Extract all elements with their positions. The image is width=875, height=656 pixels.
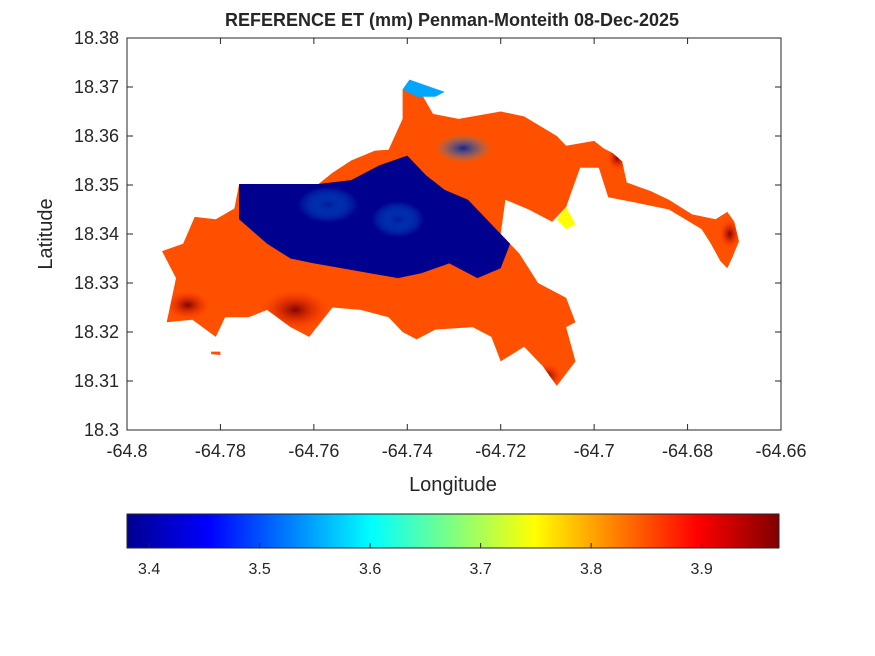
colorbar-tick-label: 3.4 [138,561,160,578]
x-tick-label: -64.76 [288,441,339,461]
x-tick-label: -64.72 [475,441,526,461]
y-tick-label: 18.35 [74,175,119,195]
colorbar-gradient [126,513,780,549]
y-tick-label: 18.33 [74,273,119,293]
et-texture-2 [165,291,210,319]
x-tick-label: -64.7 [574,441,615,461]
colorbar-ticks: 3.4 3.5 3.6 3.7 3.8 3.9 [138,543,713,578]
y-tick-label: 18.37 [74,77,119,97]
y-tick-label: 18.36 [74,126,119,146]
x-tick-label: -64.78 [195,441,246,461]
et-region-3 [402,79,445,97]
x-tick-label: -64.74 [382,441,433,461]
x-axis-label: Longitude [409,474,497,496]
y-tick-label: 18.34 [74,224,119,244]
x-tick-label: -64.68 [662,441,713,461]
colorbar-tick-label: 3.8 [580,561,602,578]
y-tick-label: 18.38 [74,28,119,48]
et-region-4 [556,207,576,230]
x-axis-ticks: -64.8 -64.78 -64.76 -64.74 -64.72 -64.7 -64.68… [106,38,807,461]
et-texture-7 [435,134,492,163]
map-title: REFERENCE ET (mm) Penman-Monteith 08-Dec… [225,10,679,30]
et-texture-8 [371,201,424,238]
colorbar-tick-label: 3.5 [248,561,270,578]
colorbar: 3.4 3.5 3.6 3.7 3.8 3.9 [126,513,780,578]
et-region-5 [211,351,221,355]
colorbar-tick-label: 3.7 [470,561,492,578]
y-axis-ticks: 18.3 18.31 18.32 18.33 18.34 18.35 18.36 18.37 1… [74,28,781,440]
colorbar-tick-label: 3.6 [359,561,381,578]
y-tick-label: 18.3 [84,420,119,440]
y-tick-label: 18.32 [74,322,119,342]
map-plot-area [126,37,782,431]
y-tick-label: 18.31 [74,371,119,391]
colorbar-tick-label: 3.9 [691,561,713,578]
x-tick-label: -64.8 [106,441,147,461]
y-axis-label: Latitude [35,198,57,269]
et-texture-4 [719,220,739,248]
et-texture-6 [297,186,358,223]
x-tick-label: -64.66 [755,441,806,461]
